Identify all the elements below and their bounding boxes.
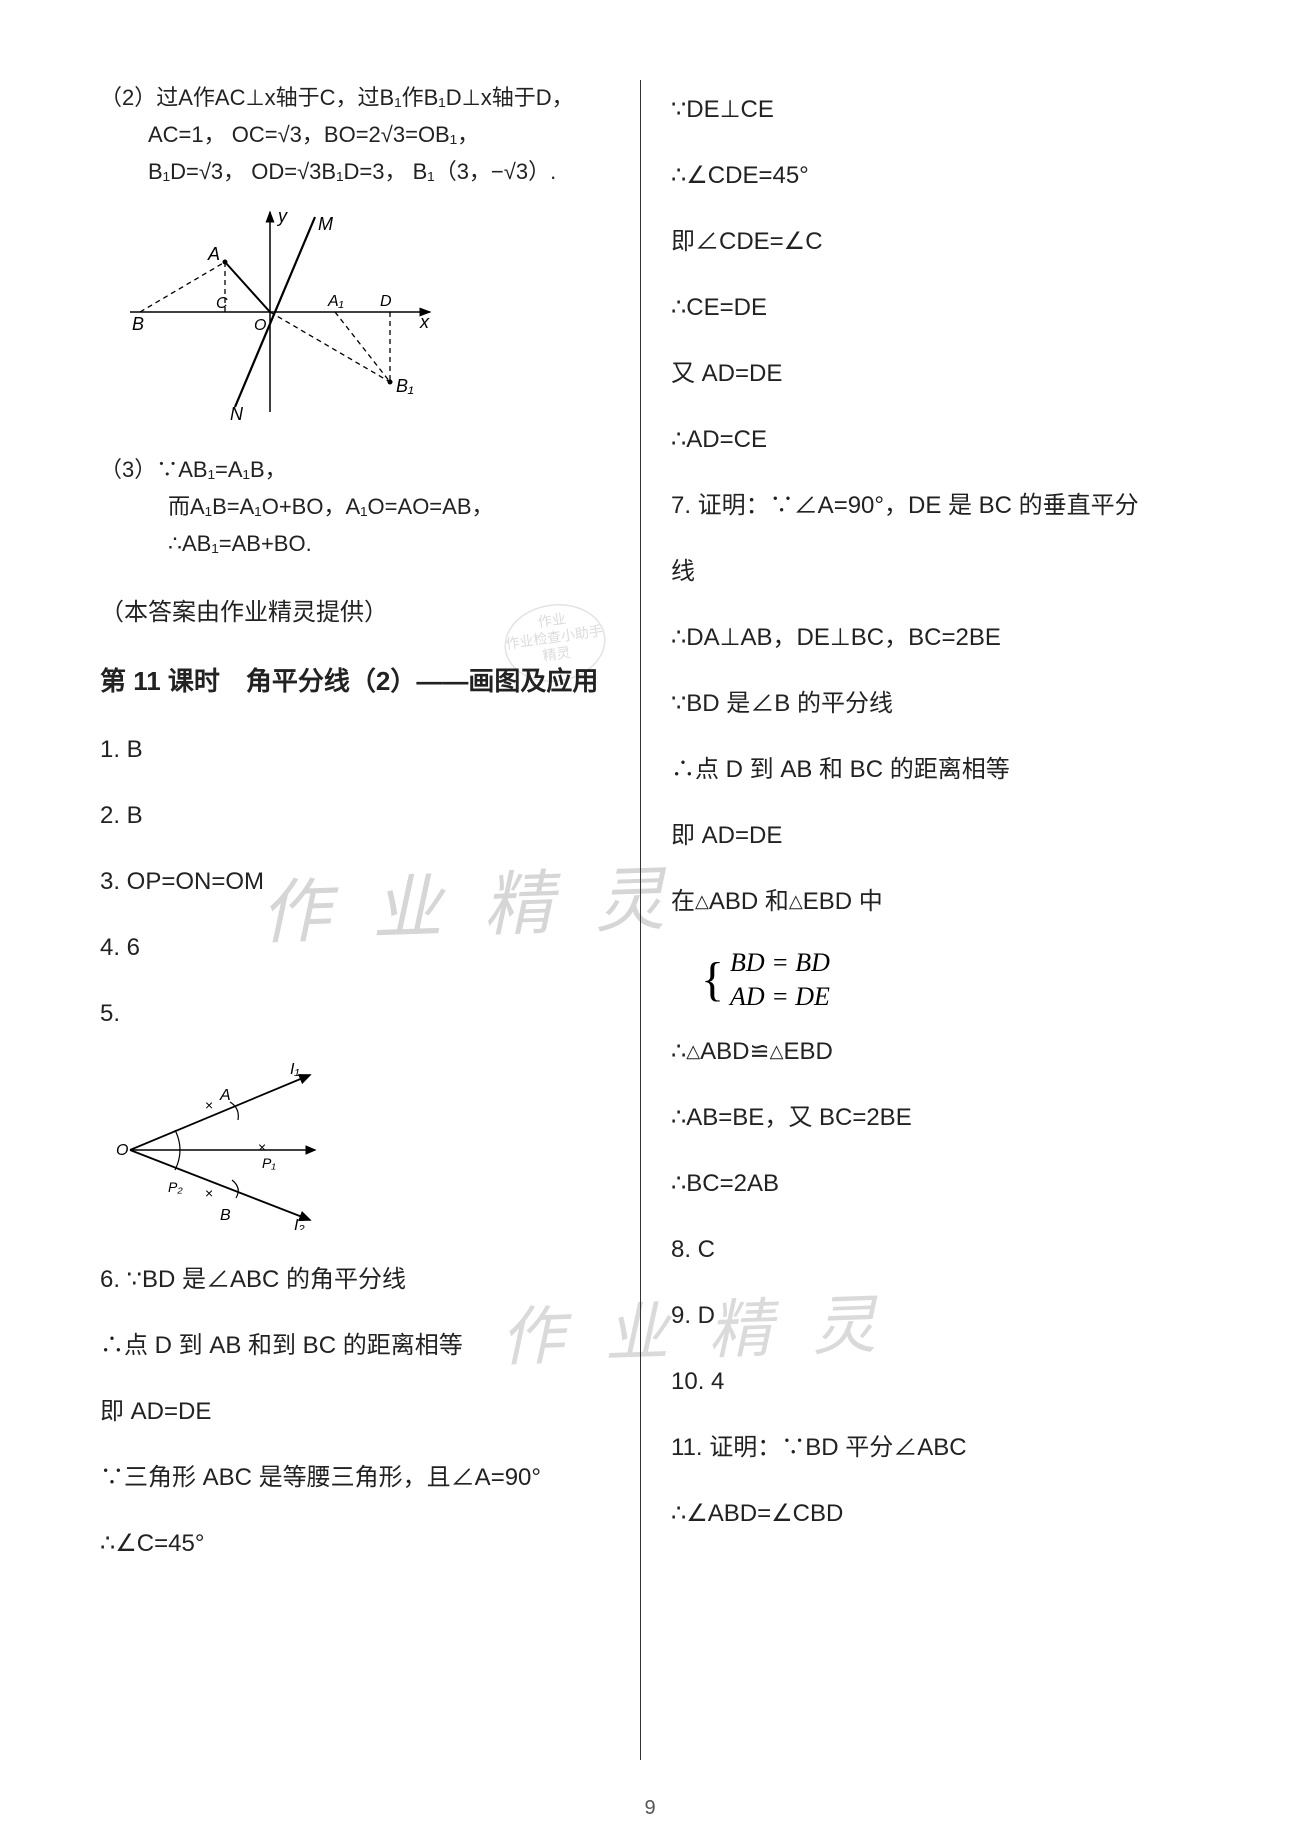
proof-line: 又 AD=DE [671,344,1201,404]
section-title: 第 11 课时 角平分线（2）——画图及应用 [100,649,610,714]
proof-line: 线 [671,542,1201,602]
svg-text:B₁: B₁ [396,376,414,396]
proof-line: ∴点 D 到 AB 和 BC 的距离相等 [671,740,1201,800]
proof-line: 11. 证明：∵BD 平分∠ABC [671,1418,1201,1478]
svg-text:A₁: A₁ [327,293,344,310]
proof-line: ∵DE⊥CE [671,80,1201,140]
proof-line: ∴∠ABD=∠CBD [671,1484,1201,1544]
proof-line: ∵三角形 ABC 是等腰三角形，且∠A=90° [100,1448,610,1508]
brace-line: AD = DE [730,980,830,1014]
svg-text:B: B [132,314,144,334]
svg-text:I₁: I₁ [290,1061,300,1078]
svg-text:O: O [116,1142,128,1159]
svg-text:I₂: I₂ [294,1217,305,1230]
page-number: 9 [644,1797,655,1820]
proof-line: ∴AB=BE，又 BC=2BE [671,1088,1201,1148]
problem-3-line: ∴AB₁=AB+BO. [100,526,610,561]
figure-coordinate-diagram: y M A C A₁ D B O x N B₁ [120,202,610,432]
credit-line: （本答案由作业精灵提供） [100,583,610,643]
svg-text:x: x [419,312,430,332]
answer-line: 10. 4 [671,1352,1201,1412]
proof-line: ∵BD 是∠B 的平分线 [671,674,1201,734]
brace-line: BD = BD [730,946,830,980]
svg-text:M: M [318,214,333,234]
proof-line: ∴∠C=45° [100,1514,610,1574]
svg-text:×: × [205,1097,213,1113]
brace-equations: { BD = BD AD = DE [701,946,1201,1014]
right-column: ∵DE⊥CE ∴∠CDE=45° 即∠CDE=∠C ∴CE=DE 又 AD=DE… [641,80,1201,1760]
svg-text:A: A [219,1087,231,1104]
proof-line: ∴∠CDE=45° [671,146,1201,206]
proof-line: ∴DA⊥AB，DE⊥BC，BC=2BE [671,608,1201,668]
proof-line: ∴CE=DE [671,278,1201,338]
proof-line: ∴AD=CE [671,410,1201,470]
answer-line: 5. [100,984,610,1044]
problem-2-line: B₁D=√3， OD=√3B₁D=3， B₁（3，−√3）. [100,154,610,189]
proof-line: ∴△ABD≌△EBD [671,1022,1201,1082]
svg-text:N: N [230,404,244,424]
answer-line: 1. B [100,720,610,780]
left-brace-icon: { [701,956,724,1004]
problem-2-line: （2）过A作AC⊥x轴于C，过B₁作B₁D⊥x轴于D， [100,80,610,115]
proof-line: 6. ∵BD 是∠ABC 的角平分线 [100,1250,610,1310]
svg-text:×: × [258,1139,266,1155]
answer-line: 3. OP=ON=OM [100,852,610,912]
svg-text:y: y [276,206,288,226]
left-column: （2）过A作AC⊥x轴于C，过B₁作B₁D⊥x轴于D， AC=1， OC=√3，… [100,80,640,1760]
svg-text:×: × [205,1185,213,1201]
proof-line: ∴BC=2AB [671,1154,1201,1214]
svg-text:A: A [207,244,220,264]
problem-2-line: AC=1， OC=√3，BO=2√3=OB₁， [100,117,610,152]
figure-angle-bisector: × × × O A I₁ P₁ P₂ B I₂ [110,1060,610,1230]
proof-line: ∴点 D 到 AB 和到 BC 的距离相等 [100,1316,610,1376]
proof-line: 即 AD=DE [100,1382,610,1442]
svg-text:B: B [220,1207,231,1224]
svg-text:C: C [216,295,228,312]
svg-text:P₂: P₂ [168,1179,183,1195]
proof-line: 即 AD=DE [671,806,1201,866]
svg-text:P₁: P₁ [262,1155,276,1171]
proof-line: 在△ABD 和△EBD 中 [671,872,1201,932]
answer-line: 4. 6 [100,918,610,978]
answer-line: 2. B [100,786,610,846]
svg-text:O: O [254,317,266,334]
problem-3-line: 而A₁B=A₁O+BO，A₁O=AO=AB， [100,489,610,524]
answer-line: 8. C [671,1220,1201,1280]
answer-line: 9. D [671,1286,1201,1346]
svg-text:D: D [380,293,392,310]
problem-3-line: （3）∵AB₁=A₁B， [100,452,610,487]
proof-line: 7. 证明：∵∠A=90°，DE 是 BC 的垂直平分 [671,476,1201,536]
proof-line: 即∠CDE=∠C [671,212,1201,272]
